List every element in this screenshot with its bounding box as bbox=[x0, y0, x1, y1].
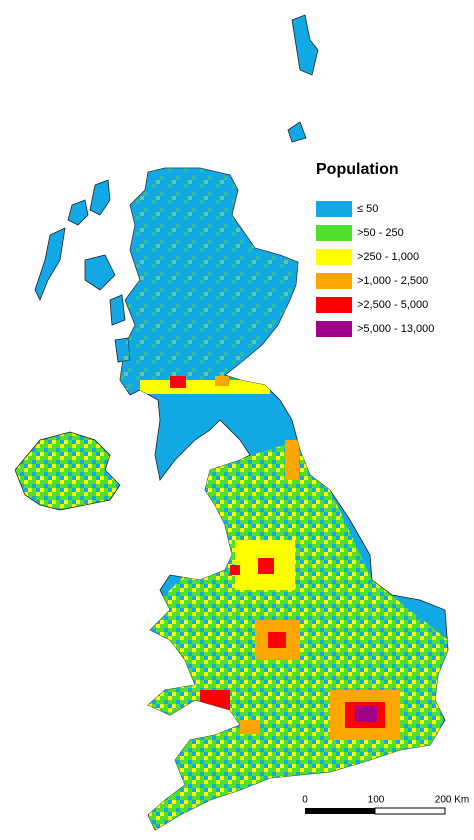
legend-label: >2,500 - 5,000 bbox=[357, 299, 428, 311]
island bbox=[287, 121, 307, 143]
island bbox=[67, 199, 89, 226]
density-area bbox=[215, 376, 229, 386]
density-area bbox=[355, 706, 377, 722]
island bbox=[84, 254, 116, 291]
legend-title: Population bbox=[316, 161, 399, 178]
legend-label: >1,000 - 2,500 bbox=[357, 275, 428, 287]
legend-label: ≤ 50 bbox=[357, 203, 378, 215]
scale-label: 100 bbox=[368, 795, 385, 806]
northern-ireland bbox=[14, 431, 121, 511]
legend-swatch bbox=[316, 225, 352, 241]
legend: ≤ 50 >50 - 250 >250 - 1,000 >1,000 - 2,500 >… bbox=[316, 201, 434, 337]
island bbox=[291, 14, 319, 76]
density-area bbox=[285, 440, 299, 480]
legend-label: >5,000 - 13,000 bbox=[357, 323, 434, 335]
legend-label: >50 - 250 bbox=[357, 227, 404, 239]
legend-swatch bbox=[316, 249, 352, 265]
island bbox=[109, 294, 126, 326]
scale-segment bbox=[374, 807, 446, 815]
density-area bbox=[140, 380, 270, 394]
legend-label: >250 - 1,000 bbox=[357, 251, 419, 263]
scale-label: 0 bbox=[302, 795, 308, 806]
scale-label: 200 Km bbox=[435, 795, 469, 806]
island bbox=[34, 227, 66, 301]
scale-segment bbox=[305, 808, 375, 814]
density-area bbox=[258, 558, 274, 574]
density-area bbox=[120, 168, 320, 390]
density-area bbox=[268, 632, 286, 648]
legend-swatch bbox=[316, 201, 352, 217]
density-area bbox=[170, 376, 186, 388]
density-area bbox=[230, 565, 240, 575]
density-area bbox=[200, 690, 230, 710]
scale-bar: 0 100 200 Km bbox=[302, 795, 469, 815]
legend-swatch bbox=[316, 297, 352, 313]
density-area bbox=[240, 720, 260, 734]
legend-swatch bbox=[316, 273, 352, 289]
island bbox=[89, 179, 111, 216]
legend-swatch bbox=[316, 321, 352, 337]
